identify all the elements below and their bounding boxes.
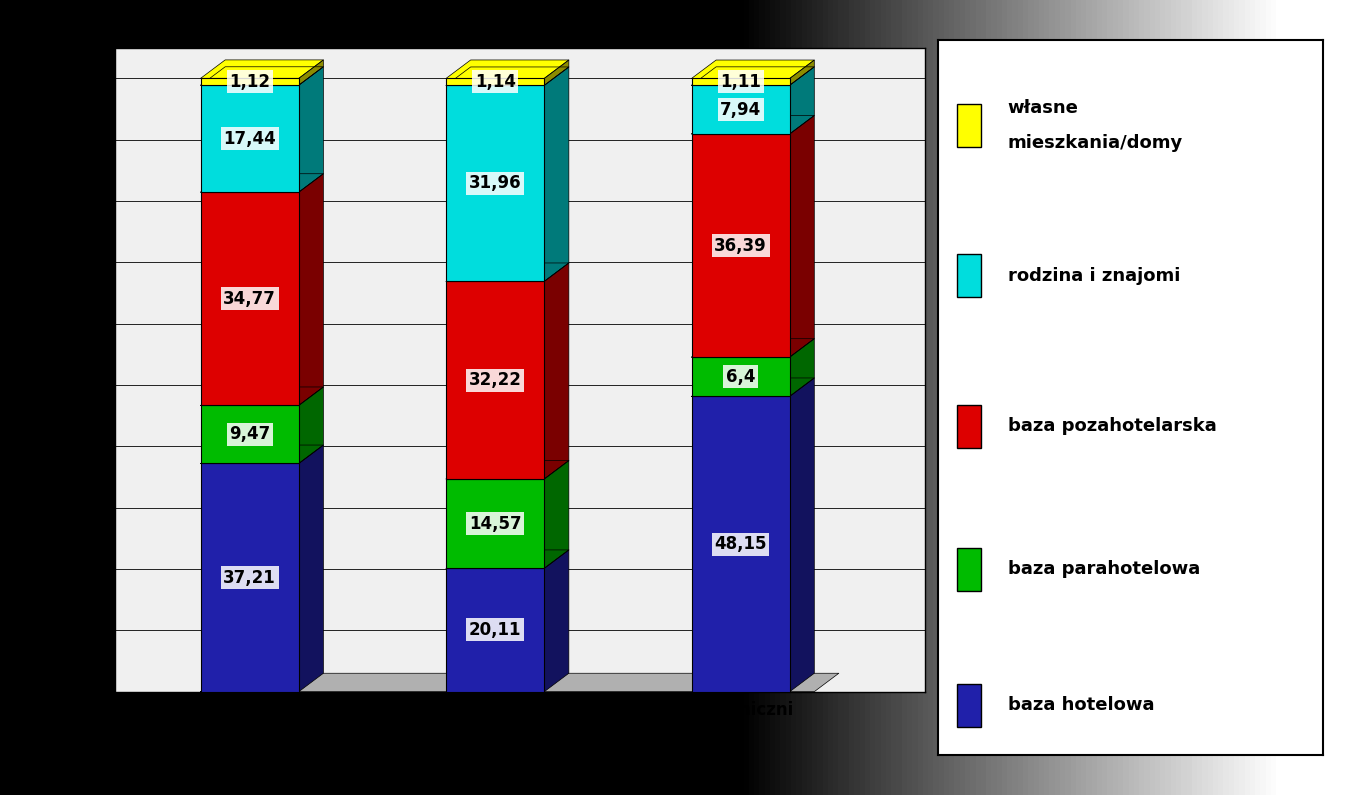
- Polygon shape: [446, 263, 568, 281]
- Text: 1,14: 1,14: [475, 73, 516, 91]
- Bar: [201, 192, 298, 405]
- X-axis label: turyści nocujący w Krakowie: turyści nocujący w Krakowie: [363, 736, 676, 757]
- Polygon shape: [691, 67, 814, 85]
- Polygon shape: [201, 60, 324, 78]
- Polygon shape: [201, 387, 324, 405]
- Polygon shape: [544, 550, 568, 692]
- FancyBboxPatch shape: [957, 254, 980, 297]
- Polygon shape: [544, 460, 568, 568]
- Bar: [691, 357, 790, 397]
- Polygon shape: [544, 67, 568, 281]
- FancyBboxPatch shape: [957, 684, 980, 727]
- Polygon shape: [298, 67, 324, 192]
- Text: baza hotelowa: baza hotelowa: [1007, 696, 1154, 714]
- Polygon shape: [446, 60, 568, 79]
- Y-axis label: %: %: [43, 351, 62, 370]
- Polygon shape: [201, 67, 324, 85]
- Bar: [691, 79, 790, 85]
- Polygon shape: [446, 550, 568, 568]
- Text: baza parahotelowa: baza parahotelowa: [1007, 560, 1200, 578]
- Text: 7,94: 7,94: [720, 101, 761, 118]
- Text: 1,12: 1,12: [230, 72, 270, 91]
- Text: 48,15: 48,15: [714, 535, 767, 553]
- Text: własne: własne: [1007, 99, 1079, 117]
- Polygon shape: [691, 378, 814, 397]
- Polygon shape: [790, 378, 814, 692]
- Polygon shape: [544, 60, 568, 85]
- Text: 36,39: 36,39: [714, 237, 767, 254]
- Text: 1,11: 1,11: [720, 73, 761, 91]
- Polygon shape: [691, 339, 814, 357]
- Bar: [446, 568, 544, 692]
- Bar: [201, 78, 298, 85]
- Polygon shape: [790, 67, 814, 134]
- Bar: [446, 281, 544, 479]
- Text: 9,47: 9,47: [230, 425, 270, 444]
- Polygon shape: [446, 67, 568, 85]
- Polygon shape: [790, 115, 814, 357]
- Polygon shape: [201, 174, 324, 192]
- Text: rodzina i znajomi: rodzina i znajomi: [1007, 267, 1180, 285]
- Text: mieszkania/domy: mieszkania/domy: [1007, 134, 1183, 153]
- Text: baza pozahotelarska: baza pozahotelarska: [1007, 417, 1216, 435]
- Bar: [201, 463, 298, 692]
- Polygon shape: [691, 60, 814, 79]
- Bar: [446, 479, 544, 568]
- Polygon shape: [298, 174, 324, 405]
- Bar: [691, 134, 790, 357]
- Text: 34,77: 34,77: [223, 289, 277, 308]
- Polygon shape: [691, 115, 814, 134]
- Bar: [691, 85, 790, 134]
- Text: 20,11: 20,11: [468, 621, 521, 639]
- Bar: [691, 397, 790, 692]
- Polygon shape: [201, 673, 838, 692]
- Text: 32,22: 32,22: [468, 371, 521, 390]
- Polygon shape: [446, 460, 568, 479]
- Bar: [201, 85, 298, 192]
- Text: 17,44: 17,44: [223, 130, 277, 148]
- FancyBboxPatch shape: [957, 104, 980, 147]
- Bar: [446, 85, 544, 281]
- Text: 14,57: 14,57: [468, 514, 521, 533]
- Bar: [201, 405, 298, 463]
- Polygon shape: [298, 445, 324, 692]
- Text: 31,96: 31,96: [468, 174, 521, 192]
- Polygon shape: [298, 60, 324, 85]
- Bar: [446, 79, 544, 85]
- FancyBboxPatch shape: [957, 548, 980, 591]
- Text: 6,4: 6,4: [726, 368, 756, 386]
- FancyBboxPatch shape: [957, 405, 980, 448]
- Polygon shape: [298, 387, 324, 463]
- Polygon shape: [790, 60, 814, 85]
- Text: 37,21: 37,21: [223, 568, 277, 587]
- Polygon shape: [544, 263, 568, 479]
- Polygon shape: [201, 445, 324, 463]
- Polygon shape: [790, 339, 814, 397]
